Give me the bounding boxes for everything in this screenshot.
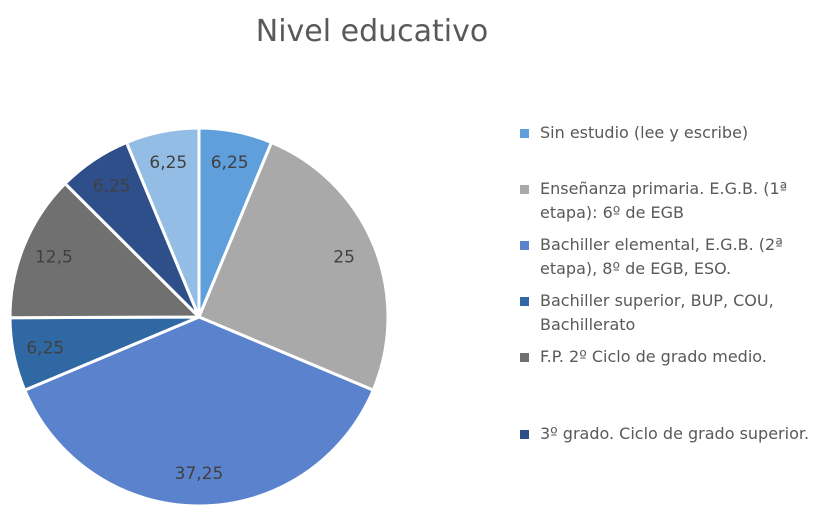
legend-swatch — [520, 297, 529, 306]
legend-label: Bachiller elemental, E.G.B. (2ª etapa), … — [540, 235, 783, 278]
legend-swatch — [520, 185, 529, 194]
chart-title: Nivel educativo — [255, 14, 489, 49]
pie-slice — [22, 315, 376, 508]
legend-label: Bachiller superior, BUP, COU, Bachillera… — [540, 291, 774, 334]
data-label: 12,5 — [35, 247, 73, 267]
legend-swatch — [520, 129, 529, 138]
legend-label: Enseñanza primaria. E.G.B. (1ª etapa): 6… — [540, 179, 788, 222]
data-label: 6,25 — [93, 177, 131, 197]
legend-swatch — [520, 241, 529, 250]
data-label: 6,25 — [26, 338, 64, 358]
data-label: 6,25 — [211, 153, 249, 173]
pie-slice — [8, 181, 203, 320]
data-label: 25 — [333, 247, 355, 267]
pie-slice — [197, 140, 390, 393]
data-label: 37,25 — [175, 464, 224, 484]
legend-swatch — [520, 430, 529, 439]
legend-label: F.P. 2º Ciclo de grado medio. — [540, 347, 767, 366]
data-label: 6,25 — [149, 153, 187, 173]
legend-label: 3º grado. Ciclo de grado superior. — [540, 424, 810, 443]
pie-slice — [124, 126, 201, 318]
legend-label: Sin estudio (lee y escribe) — [540, 123, 749, 142]
legend-swatch — [520, 353, 529, 362]
